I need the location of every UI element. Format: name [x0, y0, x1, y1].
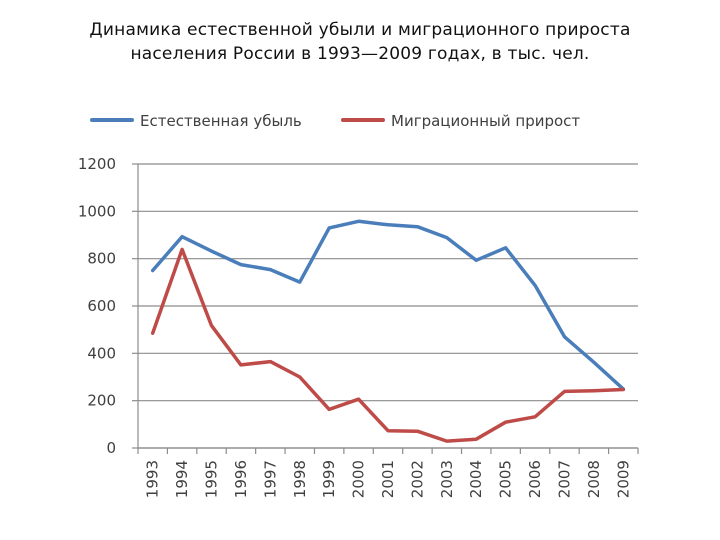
- chart-title-line-1: Динамика естественной убыли и миграционн…: [89, 20, 631, 40]
- x-tick-label: 1993: [144, 460, 162, 498]
- y-axis: 0 200 400 600 800 1000 1200: [78, 155, 139, 457]
- x-tick-label: 1998: [291, 460, 309, 498]
- x-tick-label: 2004: [467, 460, 485, 498]
- x-tick-label: 2008: [585, 460, 603, 498]
- series-line-2: [150, 247, 626, 443]
- chart-title: Динамика естественной убыли и миграционн…: [0, 18, 720, 66]
- y-tick-label: 200: [87, 392, 116, 410]
- x-tick-label: 2002: [408, 460, 426, 498]
- x-tick-label: 2009: [614, 460, 632, 498]
- x-tick-label: 2003: [438, 460, 456, 498]
- x-tick-label: 1999: [320, 460, 338, 498]
- x-tick-label: 2005: [497, 460, 515, 498]
- y-tick-label: 400: [87, 344, 116, 362]
- x-tick-label: 2007: [555, 460, 573, 498]
- y-tick-label: 0: [106, 439, 116, 457]
- series-line-1: [150, 219, 626, 391]
- y-tick-label: 600: [87, 297, 116, 315]
- x-tick-label: 1997: [261, 460, 279, 498]
- x-tick-label: 1996: [232, 460, 250, 498]
- y-tick-label: 1000: [78, 202, 116, 220]
- chart-title-line-2: населения России в 1993—2009 годах, в ты…: [130, 44, 590, 64]
- x-axis: 1993 1994 1995 1996 1997 1998 1999 2000 2001 2002…: [137, 447, 639, 498]
- y-tick-label: 800: [87, 250, 116, 268]
- gridlines: [138, 163, 638, 449]
- legend-label: Естественная убыль: [140, 112, 302, 130]
- x-tick-label: 2001: [379, 460, 397, 498]
- legend: Естественная убыль Миграционный прирост: [90, 112, 580, 130]
- y-tick-label: 1200: [78, 155, 116, 173]
- legend-label: Миграционный прирост: [391, 112, 580, 130]
- x-tick-label: 2006: [526, 460, 544, 498]
- series-lines: [150, 219, 626, 443]
- x-tick-label: 1995: [203, 460, 221, 498]
- x-tick-label: 1994: [173, 460, 191, 498]
- x-tick-label: 2000: [350, 460, 368, 498]
